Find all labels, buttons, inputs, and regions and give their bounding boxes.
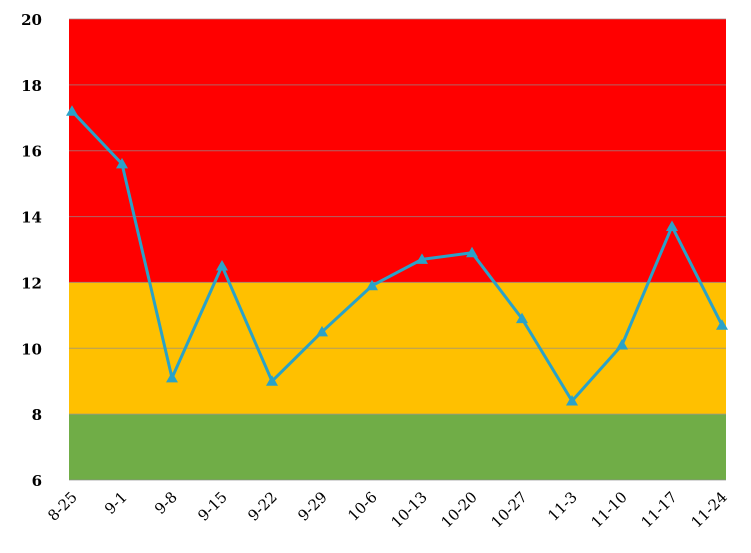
data-point: [366, 279, 378, 291]
gridlines: [69, 18, 726, 481]
x-tick-label: 9-1: [101, 488, 131, 518]
x-tick-label: 9-29: [294, 488, 331, 525]
x-axis-tick-labels: 8-25 9-1 9-8 9-15 9-22 9-29 10-6 10-13 10-20 10-2…: [44, 488, 731, 531]
x-tick-label: 9-15: [194, 488, 231, 525]
y-tick-label: 18: [21, 77, 42, 95]
y-tick-label: 8: [32, 406, 42, 424]
band-0: [69, 414, 726, 480]
y-tick-label: 20: [21, 11, 42, 29]
data-point: [216, 259, 228, 271]
x-tick-label: 11-10: [588, 488, 631, 531]
x-tick-label: 11-3: [544, 488, 581, 525]
data-point: [416, 253, 428, 264]
data-point: [316, 325, 328, 337]
data-point: [116, 157, 128, 169]
x-tick-label: 11-24: [688, 488, 731, 531]
data-point: [266, 375, 278, 386]
x-tick-label: 10-20: [438, 488, 481, 531]
x-tick-label: 11-17: [638, 488, 681, 531]
data-point: [566, 394, 578, 406]
data-point: [716, 319, 728, 330]
x-tick-label: 9-8: [151, 488, 181, 518]
data-point: [66, 105, 78, 116]
x-tick-label: 10-13: [388, 488, 431, 531]
data-point: [466, 246, 478, 258]
x-tick-label: 10-6: [344, 488, 381, 525]
x-tick-label: 8-25: [44, 488, 81, 525]
y-tick-label: 12: [21, 274, 42, 292]
y-tick-label: 10: [21, 340, 42, 358]
data-point: [616, 338, 628, 350]
x-tick-label: 9-22: [244, 488, 281, 525]
y-tick-label: 14: [21, 209, 42, 227]
y-tick-label: 6: [32, 472, 42, 490]
x-tick-label: 10-27: [488, 488, 531, 531]
y-axis-tick-labels: 6 8 10 12 14 16 18 20: [21, 11, 42, 490]
series-layer: [66, 105, 728, 406]
threshold-bands: [69, 19, 726, 480]
data-point: [166, 371, 178, 383]
data-point: [666, 220, 678, 231]
series-line: [70, 110, 724, 403]
y-tick-label: 16: [21, 143, 42, 161]
data-point: [516, 312, 528, 324]
